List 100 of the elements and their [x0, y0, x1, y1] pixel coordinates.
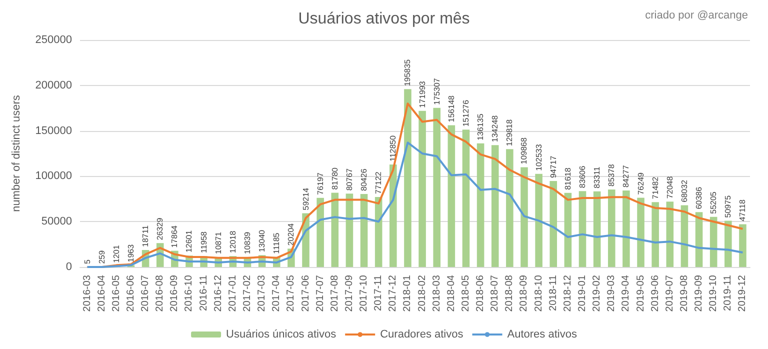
x-tick-label: 2018-12 — [562, 274, 574, 312]
bar — [739, 224, 746, 267]
x-tick-label: 2019-11 — [722, 274, 734, 311]
legend-label: Usuários únicos ativos — [226, 328, 337, 340]
data-label: 12018 — [228, 230, 238, 254]
data-label: 94717 — [548, 155, 558, 178]
data-label: 17864 — [170, 224, 180, 248]
y-tick-label: 100000 — [35, 170, 72, 182]
data-label: 55205 — [709, 191, 718, 214]
bar — [360, 194, 368, 267]
data-label: 68032 — [680, 179, 689, 202]
x-tick-label: 2018-05 — [460, 274, 472, 312]
data-label: 10839 — [243, 231, 252, 254]
bar — [331, 192, 339, 267]
x-tick-label: 2019-01 — [577, 274, 588, 312]
data-label: 109868 — [520, 136, 529, 164]
x-tick-label: 2018-06 — [475, 274, 486, 312]
data-label: 83606 — [578, 165, 587, 188]
data-label: 77122 — [374, 171, 384, 194]
bar — [390, 164, 397, 267]
x-tick-label: 2019-10 — [708, 274, 720, 312]
x-tick-label: 2017-09 — [344, 274, 355, 312]
bar — [506, 149, 514, 267]
x-tick-label: 2017-07 — [314, 274, 326, 312]
data-label: 20204 — [286, 222, 296, 246]
x-tick-label: 2018-10 — [533, 274, 544, 312]
data-label: 195835 — [403, 58, 412, 86]
y-tick-label: 50000 — [41, 216, 72, 228]
y-tick-label: 200000 — [35, 79, 72, 92]
x-tick-label: 2019-05 — [635, 274, 646, 312]
data-label: 18711 — [141, 224, 150, 248]
x-tick-label: 2018-09 — [518, 274, 530, 312]
x-tick-label: 2016-10 — [184, 274, 195, 312]
data-label: 76197 — [316, 172, 325, 195]
data-label: 80426 — [360, 168, 369, 191]
data-label: 259 — [97, 250, 106, 264]
chart-title: Usuários ativos por mês — [298, 10, 470, 28]
data-label: 71482 — [650, 176, 660, 200]
x-tick-label: 2019-09 — [694, 274, 705, 312]
x-tick-label: 2018-08 — [504, 274, 516, 312]
x-tick-label: 2019-06 — [650, 274, 661, 312]
data-label: 81618 — [563, 167, 572, 190]
data-label: 50975 — [724, 194, 733, 218]
data-label: 80767 — [344, 168, 354, 191]
bar — [608, 189, 616, 267]
x-tick-label: 2016-09 — [169, 274, 180, 312]
bar — [637, 198, 644, 267]
x-tick-label: 2016-08 — [154, 274, 166, 312]
data-label: 129818 — [505, 118, 514, 146]
x-tick-label: 2016-07 — [140, 274, 152, 312]
data-label: 102533 — [534, 144, 544, 171]
x-tick-label: 2018-04 — [446, 274, 457, 312]
bar — [346, 194, 354, 267]
data-label: 60386 — [694, 186, 704, 210]
bar — [462, 130, 470, 267]
x-tick-label: 2019-03 — [606, 274, 618, 312]
x-tick-label: 2018-01 — [402, 274, 414, 312]
data-label: 136135 — [476, 113, 486, 140]
x-tick-label: 2018-11 — [548, 274, 559, 311]
data-label: 156148 — [446, 94, 456, 122]
data-label: 81780 — [330, 166, 340, 190]
data-label: 72048 — [665, 176, 674, 199]
data-label: 13040 — [258, 229, 267, 252]
bar — [404, 89, 412, 267]
x-tick-label: 2019-12 — [737, 274, 748, 312]
bar — [476, 143, 484, 267]
data-label: 171993 — [418, 80, 427, 108]
bar — [520, 167, 528, 267]
x-tick-label: 2017-03 — [256, 274, 268, 312]
x-tick-label: 2017-08 — [329, 274, 340, 312]
data-label: 5 — [82, 258, 92, 264]
data-label: 134248 — [490, 114, 500, 142]
bar — [491, 145, 499, 267]
x-tick-label: 2019-08 — [678, 274, 690, 312]
data-label: 76249 — [636, 172, 646, 195]
data-label: 11185 — [272, 232, 282, 254]
x-tick-label: 2016-12 — [212, 274, 224, 312]
data-label: 26329 — [156, 217, 165, 240]
x-tick-label: 2017-11 — [373, 274, 384, 311]
bar — [652, 202, 659, 267]
data-label: 151276 — [461, 99, 470, 127]
legend-label: Autores ativos — [507, 328, 578, 340]
bar — [448, 125, 456, 267]
x-tick-label: 2018-03 — [431, 274, 442, 312]
x-tick-label: 2016-05 — [110, 274, 122, 312]
x-tick-label: 2016-04 — [96, 274, 108, 312]
bar — [666, 202, 674, 267]
x-tick-label: 2016-11 — [198, 274, 210, 311]
data-label: 12601 — [184, 230, 194, 253]
bar — [418, 110, 426, 267]
bar — [724, 220, 732, 267]
data-label: 10871 — [214, 231, 223, 254]
x-tick-label: 2016-03 — [82, 274, 93, 312]
bar — [433, 108, 440, 267]
bar — [535, 174, 542, 267]
y-tick-label: 0 — [66, 261, 72, 273]
y-axis-title: number of distinct users — [10, 94, 22, 212]
bar — [578, 191, 586, 267]
x-tick-label: 2017-12 — [388, 274, 399, 312]
x-tick-label: 2018-07 — [490, 274, 501, 312]
